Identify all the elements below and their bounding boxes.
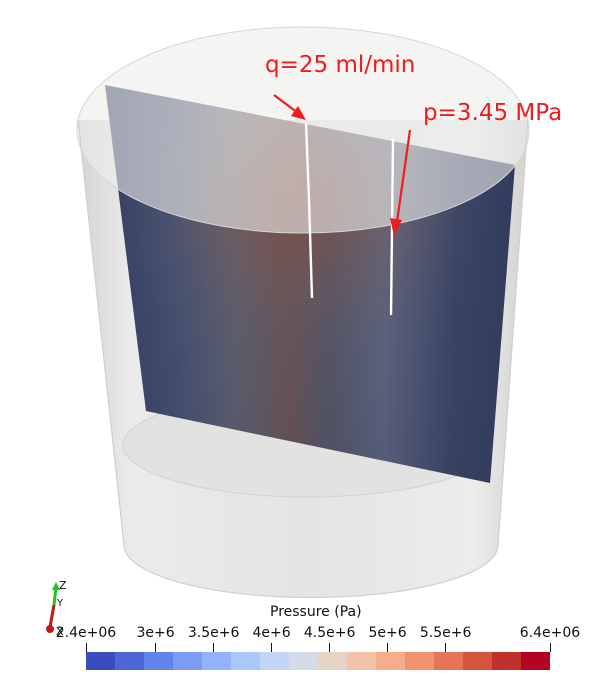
- axis-z-arrowhead: [52, 582, 60, 590]
- colorbar-swatch: [347, 652, 377, 670]
- colorbar-swatch: [492, 652, 522, 670]
- production-well-line: [389, 138, 395, 316]
- colorbar-swatch: [86, 652, 116, 670]
- injection-rate-label: q=25 ml/min: [265, 52, 416, 78]
- colorbar-tick-mark: [213, 643, 215, 652]
- injection-well-line: [304, 122, 314, 299]
- axis-y-label: Y: [56, 598, 64, 609]
- colorbar-tick-label: 5.5e+6: [419, 625, 472, 641]
- orientation-axes: Z Y X: [46, 579, 67, 635]
- colorbar-tick-label: 2.4e+06: [55, 625, 117, 641]
- colorbar-tick-label: 3.5e+6: [187, 625, 240, 641]
- colorbar-swatch: [231, 652, 261, 670]
- colorbar-swatch: [202, 652, 232, 670]
- colorbar-tick-mark: [387, 643, 389, 652]
- axis-z-label: Z: [59, 579, 67, 592]
- colorbar-swatch: [405, 652, 435, 670]
- colorbar-tick-label: 5e+6: [368, 625, 407, 641]
- colorbar-title: Pressure (Pa): [270, 604, 362, 620]
- colorbar-tick-mark: [85, 643, 87, 652]
- axis-x-tip-icon: [46, 625, 54, 633]
- colorbar-tick-mark: [445, 643, 447, 652]
- axis-x-icon: [48, 604, 56, 628]
- colorbar-swatch: [173, 652, 203, 670]
- colorbar-tick-mark: [329, 643, 331, 652]
- colorbar-tick-mark: [549, 643, 551, 652]
- production-pressure-label: p=3.45 MPa: [423, 100, 563, 126]
- colorbar-swatch: [144, 652, 174, 670]
- cylinder-right-edge: [497, 119, 529, 546]
- colorbar-swatch: [434, 652, 464, 670]
- colorbar-swatch: [376, 652, 406, 670]
- cylinder-top-cap: [76, 26, 530, 234]
- cylinder-left-edge: [77, 119, 125, 546]
- colorbar-tick-mark: [155, 643, 157, 652]
- colorbar-swatch: [318, 652, 348, 670]
- arrow-p-head: [390, 218, 402, 236]
- colorbar-swatch: [521, 652, 550, 670]
- colorbar-tick-label: 4e+6: [252, 625, 291, 641]
- colorbar-swatch: [115, 652, 145, 670]
- colorbar-swatch: [463, 652, 493, 670]
- colorbar-swatch: [289, 652, 319, 670]
- axis-x-label: X: [56, 625, 64, 635]
- arrow-p-shaft: [395, 129, 412, 223]
- colorbar: [86, 652, 550, 670]
- colorbar-tick-mark: [271, 643, 273, 652]
- colorbar-tick-label: 3e+6: [136, 625, 175, 641]
- colorbar-swatch: [260, 652, 290, 670]
- colorbar-tick-label: 4.5e+6: [303, 625, 356, 641]
- arrow-q-head: [291, 106, 306, 120]
- cylinder-bottom-outline: [123, 544, 499, 599]
- colorbar-tick-label: 6.4e+06: [519, 625, 581, 641]
